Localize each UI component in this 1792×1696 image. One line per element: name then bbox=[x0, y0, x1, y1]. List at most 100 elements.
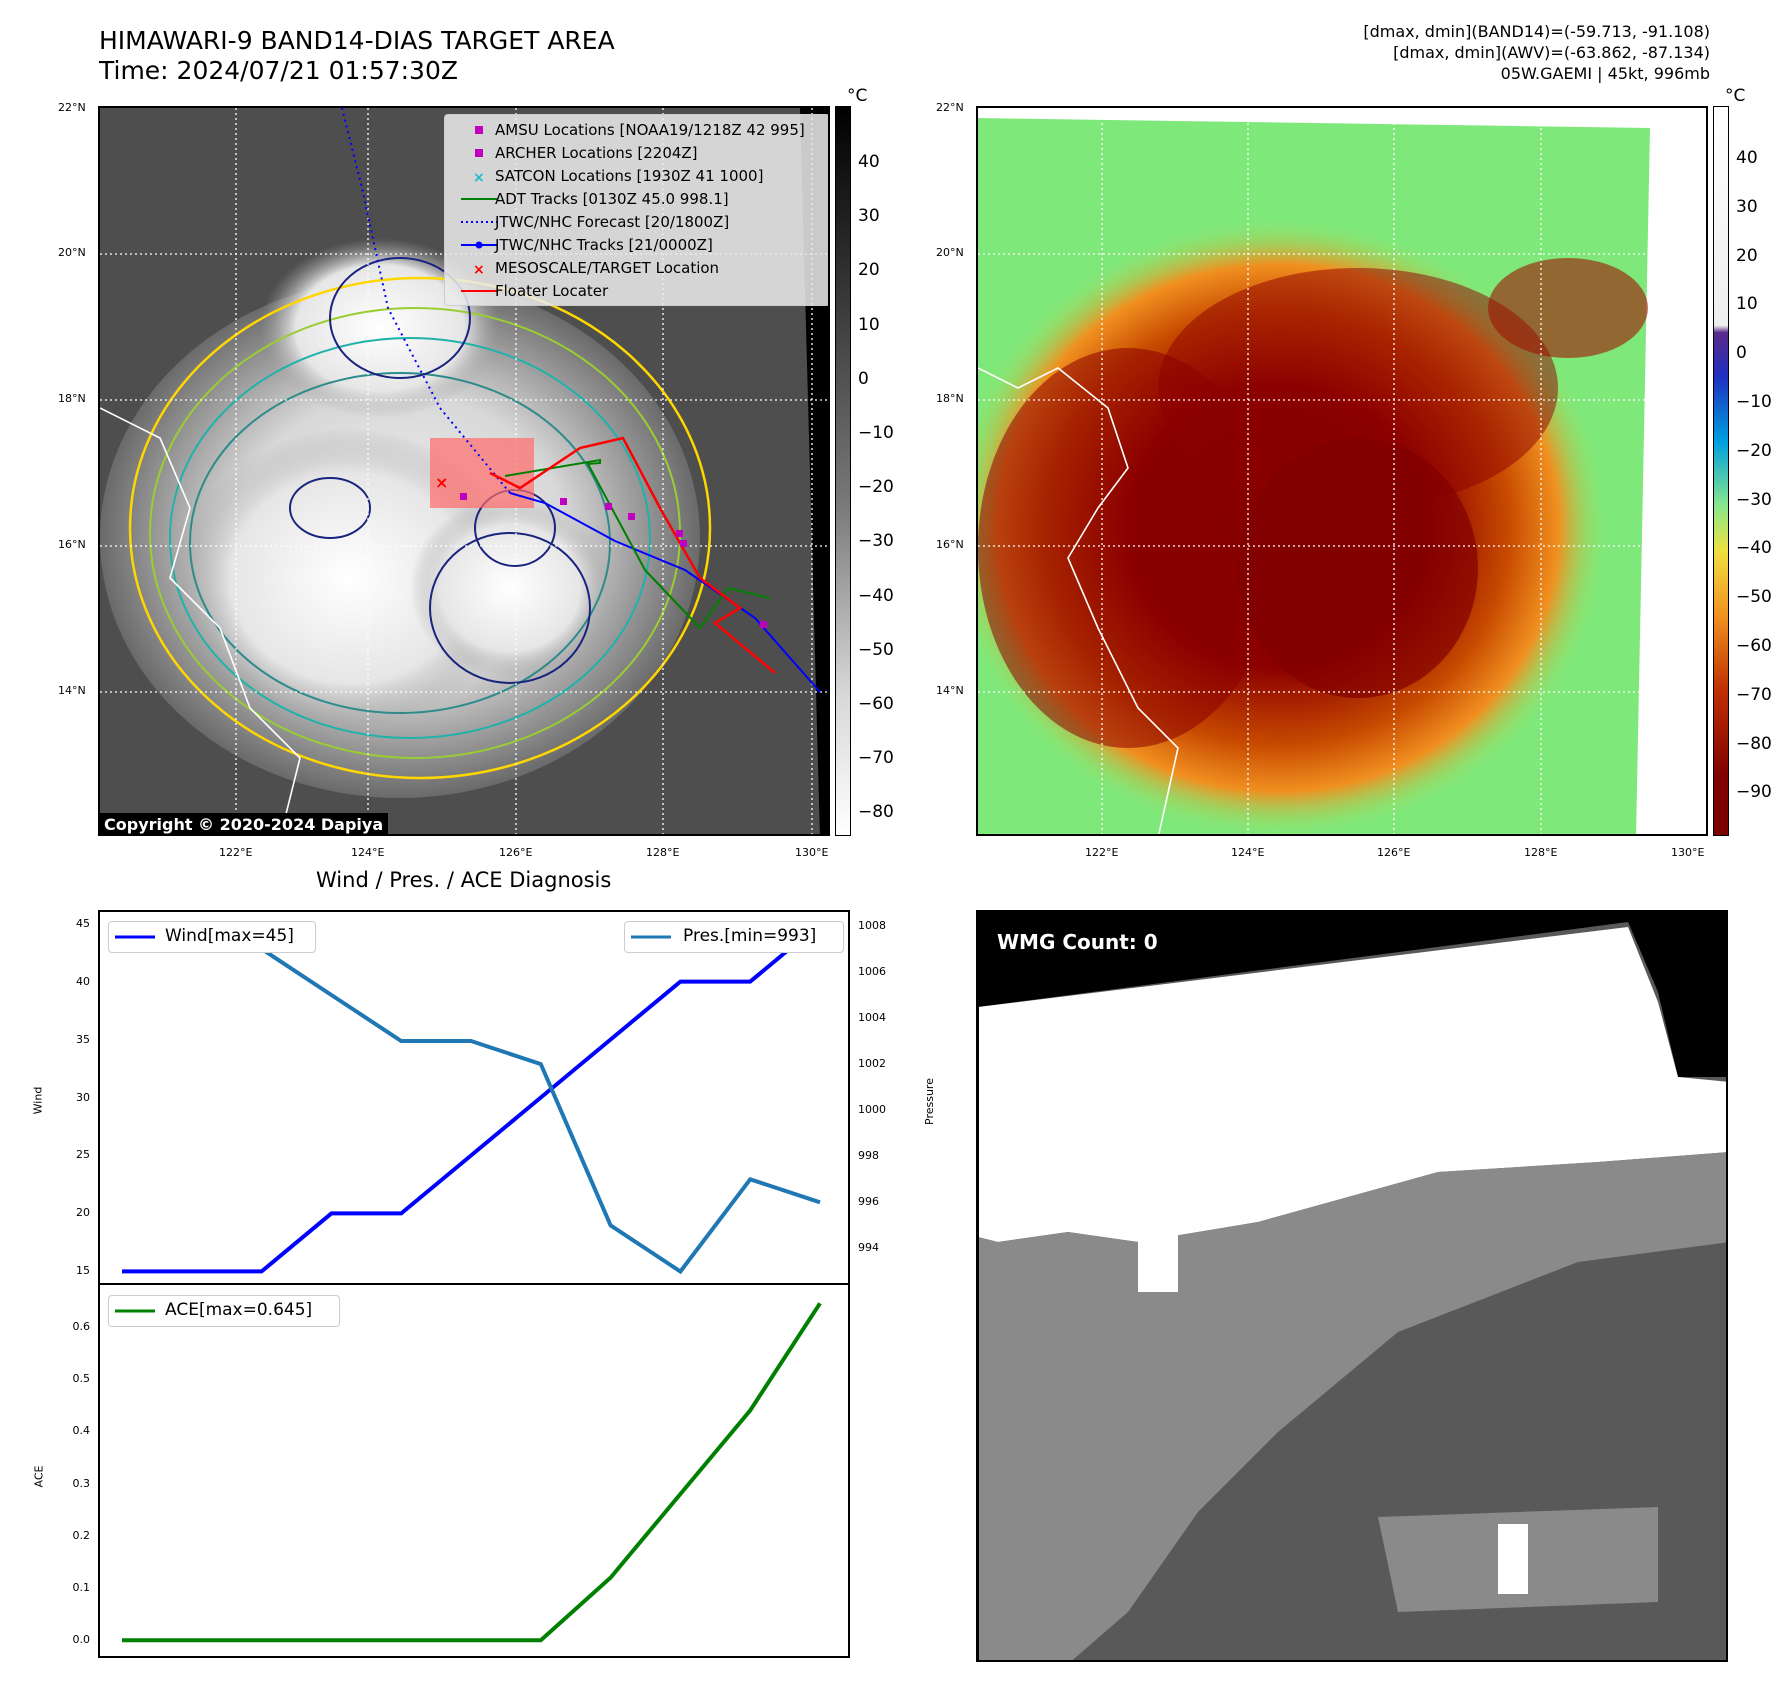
axis-tick-label: 1002 bbox=[858, 1057, 886, 1071]
lat-tick: 20°N bbox=[58, 246, 86, 259]
colorbar-tick-label: 30 bbox=[1736, 196, 1758, 217]
lat-tick: 18°N bbox=[58, 392, 86, 405]
pres-axis-label: Pressure bbox=[922, 1078, 936, 1125]
colorbar-tick-label: −20 bbox=[858, 477, 894, 498]
ace-legend: ACE[max=0.645] bbox=[108, 1295, 340, 1327]
pres-legend: Pres.[min=993] bbox=[624, 921, 844, 953]
lat-tick: 20°N bbox=[936, 246, 964, 259]
colorbar-tick-label: −70 bbox=[1736, 684, 1772, 705]
colorbar-tick-label: −80 bbox=[858, 802, 894, 823]
colorbar-tick-label: 10 bbox=[1736, 294, 1758, 315]
lon-tick: 128°E bbox=[646, 846, 680, 859]
axis-tick-label: 998 bbox=[858, 1149, 879, 1163]
lon-tick: 130°E bbox=[1671, 846, 1705, 859]
axis-tick-label: 0.0 bbox=[72, 1633, 91, 1647]
colorbar-tick-label: −40 bbox=[858, 585, 894, 606]
colorbar-tick-label: −20 bbox=[1736, 440, 1772, 461]
wmg-count: WMG Count: 0 bbox=[997, 930, 1158, 954]
colorbar-unit: °C bbox=[1725, 86, 1746, 106]
colorbar-tick-label: −50 bbox=[858, 639, 894, 660]
lat-tick: 16°N bbox=[936, 538, 964, 551]
colorbar-unit: °C bbox=[847, 86, 868, 106]
axis-tick-label: 45 bbox=[76, 916, 90, 930]
colorbar-tick-label: −90 bbox=[1736, 782, 1772, 803]
lon-tick: 128°E bbox=[1524, 846, 1558, 859]
axis-tick-label: 25 bbox=[76, 1148, 90, 1162]
awv-map-panel bbox=[976, 106, 1708, 836]
ace-chart: ACE[max=0.645] bbox=[98, 1283, 850, 1658]
axis-tick-label: 996 bbox=[858, 1195, 879, 1209]
axis-tick-label: 15 bbox=[76, 1264, 90, 1278]
awv-range: [dmax, dmin](AWV)=(-63.862, -87.134) bbox=[1393, 43, 1710, 62]
axis-tick-label: 0.2 bbox=[72, 1528, 91, 1542]
colorbar-tick-label: −70 bbox=[858, 748, 894, 769]
axis-tick-label: 0.4 bbox=[72, 1424, 91, 1438]
lon-tick: 122°E bbox=[219, 846, 253, 859]
awv-map-image bbox=[978, 108, 1706, 834]
lon-tick: 124°E bbox=[351, 846, 385, 859]
axis-tick-label: 1000 bbox=[858, 1103, 886, 1117]
axis-tick-label: 30 bbox=[76, 1090, 90, 1104]
lat-tick: 22°N bbox=[58, 101, 86, 114]
colorbar-tick-label: 0 bbox=[858, 368, 869, 389]
colorbar-tick-label: −60 bbox=[1736, 636, 1772, 656]
colorbar-tick-label: 40 bbox=[1736, 148, 1758, 168]
wind-pres-plot bbox=[121, 922, 822, 1275]
wind-legend: Wind[max=45] bbox=[108, 921, 316, 953]
ace-axis-label: ACE bbox=[32, 1465, 46, 1488]
svg-text:×: × bbox=[435, 473, 448, 492]
left-colorbar bbox=[835, 106, 851, 836]
ace-plot bbox=[122, 1302, 822, 1643]
axis-tick-label: 35 bbox=[76, 1032, 90, 1046]
lon-tick: 122°E bbox=[1085, 846, 1119, 859]
wmg-image bbox=[978, 912, 1726, 1660]
band14-range: [dmax, dmin](BAND14)=(-59.713, -91.108) bbox=[1363, 22, 1710, 41]
axis-tick-label: 0.6 bbox=[72, 1319, 91, 1333]
lat-tick: 22°N bbox=[936, 101, 964, 114]
axis-tick-label: 994 bbox=[858, 1241, 879, 1255]
colorbar-tick-label: 30 bbox=[858, 206, 880, 227]
right-colorbar bbox=[1713, 106, 1729, 836]
colorbar-tick-label: −30 bbox=[858, 531, 894, 552]
storm-info: 05W.GAEMI | 45kt, 996mb bbox=[1500, 64, 1710, 83]
axis-tick-label: 0.5 bbox=[72, 1372, 91, 1386]
colorbar-tick-label: −60 bbox=[858, 694, 894, 714]
colorbar-tick-label: 40 bbox=[858, 152, 880, 172]
wmg-panel bbox=[976, 910, 1728, 1662]
colorbar-tick-label: 10 bbox=[858, 314, 880, 335]
lon-tick: 126°E bbox=[499, 846, 533, 859]
colorbar-tick-label: −40 bbox=[1736, 538, 1772, 559]
wind-pres-chart: Wind[max=45] Pres.[min=993] bbox=[98, 910, 850, 1285]
lat-tick: 16°N bbox=[58, 538, 86, 551]
axis-tick-label: 1008 bbox=[858, 918, 886, 932]
svg-text:×: × bbox=[473, 262, 485, 278]
axis-tick-label: 1004 bbox=[858, 1011, 886, 1024]
colorbar-tick-label: 0 bbox=[1736, 343, 1747, 364]
wind-axis-label: Wind bbox=[31, 1086, 45, 1115]
ir-map-panel: × AMSU Locations [NOAA19/1218Z 42 995] A… bbox=[98, 106, 830, 836]
axis-tick-label: 20 bbox=[76, 1206, 90, 1220]
copyright-label: Copyright © 2020-2024 Dapiya bbox=[99, 813, 389, 836]
axis-tick-label: 0.3 bbox=[72, 1476, 91, 1490]
axis-tick-label: 0.1 bbox=[72, 1581, 91, 1595]
axis-tick-label: 1006 bbox=[858, 964, 886, 978]
map-legend: AMSU Locations [NOAA19/1218Z 42 995] ARC… bbox=[444, 114, 828, 306]
colorbar-tick-label: −10 bbox=[858, 423, 894, 443]
lon-tick: 130°E bbox=[795, 846, 829, 859]
svg-text:×: × bbox=[473, 170, 485, 186]
lat-tick: 18°N bbox=[936, 392, 964, 405]
ace-line bbox=[122, 1302, 822, 1643]
lon-tick: 124°E bbox=[1231, 846, 1265, 859]
wind-line bbox=[122, 922, 822, 1274]
colorbar-tick-label: −50 bbox=[1736, 587, 1772, 608]
figure-title: HIMAWARI-9 BAND14-DIAS TARGET AREA bbox=[99, 26, 615, 55]
colorbar-tick-label: 20 bbox=[1736, 245, 1758, 266]
axis-tick-label: 40 bbox=[76, 974, 90, 988]
colorbar-tick-label: −80 bbox=[1736, 733, 1772, 754]
lon-tick: 126°E bbox=[1377, 846, 1411, 859]
lat-tick: 14°N bbox=[58, 684, 86, 697]
lat-tick: 14°N bbox=[936, 684, 964, 697]
colorbar-tick-label: −10 bbox=[1736, 392, 1772, 412]
colorbar-tick-label: 20 bbox=[858, 260, 880, 281]
figure-time: Time: 2024/07/21 01:57:30Z bbox=[99, 56, 458, 85]
